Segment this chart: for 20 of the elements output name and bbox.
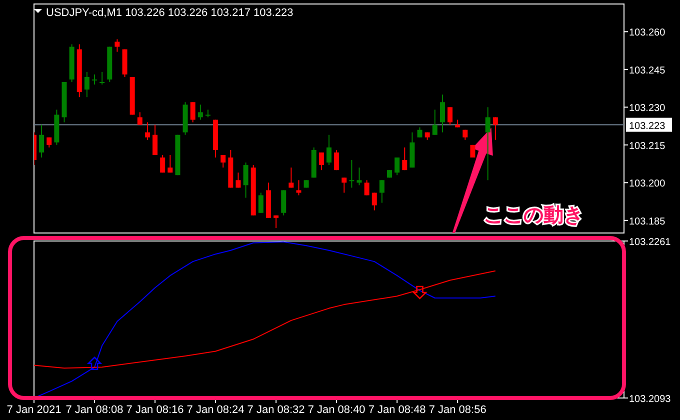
y-tick-label: 103.245: [629, 65, 666, 76]
line-series: [34, 270, 496, 369]
y-tick-label: 103.230: [629, 103, 666, 114]
x-tick-label: 7 Jan 08:56: [428, 404, 486, 416]
y-tick-label: 103.2261: [629, 237, 672, 248]
y-tick-label: 103.200: [629, 178, 666, 190]
x-tick-label: 7 Jan 08:40: [308, 404, 366, 416]
x-tick-label: 7 Jan 08:32: [247, 404, 305, 416]
x-tick-label: 7 Jan 08:24: [186, 404, 244, 416]
x-tick-label: 7 Jan 08:16: [126, 404, 184, 416]
chart-title: USDJPY-cd,M1 103.226 103.226 103.217 103.223: [46, 7, 294, 19]
annotation: ここの動き: [483, 204, 584, 227]
ref-line-label: 103.223: [629, 120, 666, 132]
y-tick-label: 103.2093: [629, 394, 672, 405]
y-tick-label: 103.215: [629, 140, 666, 152]
x-tick-label: 7 Jan 2021: [6, 404, 62, 416]
x-tick-label: 7 Jan 08:48: [368, 404, 426, 416]
y-tick-label: 103.260: [629, 28, 666, 39]
x-tick-label: 7 Jan 08:08: [66, 404, 124, 416]
y-tick-label: 103.185: [629, 216, 666, 228]
